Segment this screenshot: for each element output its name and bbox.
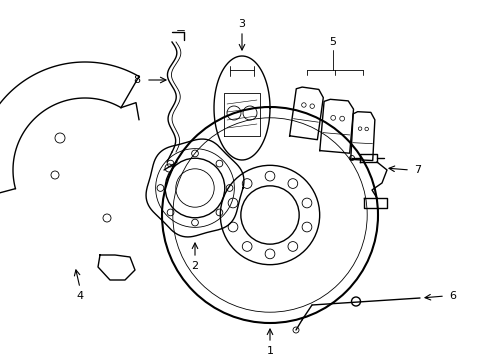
Text: 5: 5 — [329, 37, 336, 47]
Text: 1: 1 — [266, 346, 273, 356]
Text: 7: 7 — [414, 165, 421, 175]
Text: 4: 4 — [76, 291, 83, 301]
Text: 8: 8 — [133, 75, 140, 85]
Text: 6: 6 — [448, 291, 456, 301]
Text: 3: 3 — [238, 19, 245, 29]
Text: 2: 2 — [191, 261, 198, 271]
